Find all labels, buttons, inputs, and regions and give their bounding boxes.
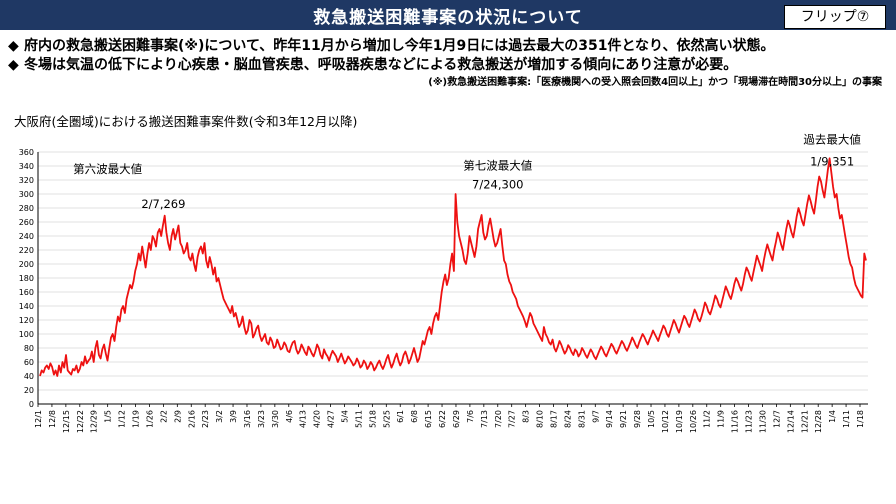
x-tick-label: 1/5 [104, 410, 113, 423]
x-tick-label: 12/8 [48, 410, 57, 428]
y-tick-label: 60 [24, 358, 34, 367]
y-tick-label: 300 [19, 190, 34, 199]
bullet-1: ◆ 府内の救急搬送困難事案(※)について、昨年11月から増加し今年1月9日には過去… [8, 35, 775, 55]
x-tick-label: 6/8 [410, 410, 419, 423]
x-tick-label: 3/9 [229, 410, 238, 423]
x-tick-label: 4/27 [327, 410, 336, 428]
x-tick-label: 5/25 [382, 410, 391, 428]
y-tick-label: 240 [19, 232, 34, 241]
y-tick-label: 140 [19, 302, 34, 311]
y-tick-label: 340 [19, 162, 34, 171]
chart-title: 大阪府(全圏域)における搬送困難事案件数(令和3年12月以降) [14, 114, 358, 129]
x-tick-label: 1/19 [132, 410, 141, 428]
x-tick-label: 3/23 [257, 410, 266, 428]
y-tick-label: 280 [19, 204, 34, 213]
x-tick-label: 7/27 [508, 410, 517, 428]
x-tick-label: 11/30 [758, 410, 767, 433]
x-tick-label: 10/12 [661, 410, 670, 433]
x-tick-label: 11/23 [745, 410, 754, 433]
x-tick-label: 2/23 [201, 410, 210, 428]
x-tick-label: 12/7 [772, 410, 781, 428]
page-title: 救急搬送困難事案の状況について [313, 8, 583, 28]
x-tick-label: 12/15 [62, 410, 71, 433]
flip-label: フリップ⑦ [784, 5, 886, 29]
x-tick-label: 11/9 [717, 410, 726, 428]
bullet-1-mark: ◆ [8, 38, 19, 54]
x-tick-label: 11/2 [703, 410, 712, 428]
x-tick-label: 4/6 [285, 410, 294, 423]
x-tick-label: 11/16 [731, 410, 740, 433]
x-tick-label: 2/9 [173, 410, 182, 423]
x-tick-label: 12/22 [76, 410, 85, 433]
header-bar: 救急搬送困難事案の状況について フリップ⑦ [0, 0, 896, 30]
x-tick-label: 8/17 [549, 410, 558, 428]
y-tick-label: 40 [24, 372, 34, 381]
y-tick-label: 360 [19, 148, 34, 157]
x-tick-label: 8/10 [536, 410, 545, 428]
x-tick-label: 12/28 [814, 410, 823, 433]
x-tick-label: 1/12 [118, 410, 127, 428]
x-tick-label: 5/11 [354, 410, 363, 428]
x-tick-label: 6/15 [424, 410, 433, 428]
x-tick-label: 12/21 [800, 410, 809, 433]
bullet-1-text: 府内の救急搬送困難事案(※)について、昨年11月から増加し今年1月9日には過去最… [24, 38, 775, 54]
x-tick-label: 7/13 [480, 410, 489, 428]
y-tick-label: 260 [19, 218, 34, 227]
annotation-label: 第七波最大値 [463, 159, 532, 173]
y-tick-label: 100 [19, 330, 34, 339]
x-tick-label: 3/30 [271, 410, 280, 428]
y-tick-label: 0 [29, 400, 34, 409]
x-tick-label: 4/20 [313, 410, 322, 428]
x-tick-label: 7/20 [494, 410, 503, 428]
y-tick-label: 180 [19, 274, 34, 283]
y-tick-label: 200 [19, 260, 34, 269]
bullet-2-text: 冬場は気温の低下により心疾患・脳血管疾患、呼吸器疾患などによる救急搬送が増加する… [24, 57, 738, 73]
annotation-label: 7/24,300 [472, 177, 523, 191]
x-tick-label: 12/14 [786, 410, 795, 433]
x-tick-label: 1/4 [828, 410, 837, 423]
annotation-label: 過去最大値 [803, 133, 861, 147]
x-tick-label: 9/28 [633, 410, 642, 428]
x-tick-label: 6/29 [452, 410, 461, 428]
annotation-label: 2/7,269 [141, 197, 185, 211]
x-tick-label: 5/18 [368, 410, 377, 428]
x-tick-label: 8/3 [522, 410, 531, 423]
bullet-2-mark: ◆ [8, 57, 19, 73]
annotation-label: 1/9,351 [810, 154, 854, 168]
x-tick-label: 9/14 [605, 410, 614, 428]
x-tick-label: 1/26 [145, 410, 154, 428]
x-tick-label: 1/11 [842, 410, 851, 428]
x-tick-label: 6/1 [396, 410, 405, 423]
y-tick-label: 220 [19, 246, 34, 255]
x-tick-label: 4/13 [299, 410, 308, 428]
y-tick-label: 20 [24, 386, 34, 395]
x-tick-label: 2/2 [159, 410, 168, 423]
x-tick-label: 5/4 [341, 410, 350, 423]
x-tick-label: 2/16 [187, 410, 196, 428]
x-tick-label: 7/6 [466, 410, 475, 423]
x-tick-label: 9/21 [619, 410, 628, 428]
x-tick-label: 12/1 [34, 410, 43, 428]
x-tick-label: 1/18 [856, 410, 865, 428]
x-tick-label: 10/26 [689, 410, 698, 433]
y-tick-label: 320 [19, 176, 34, 185]
x-tick-label: 3/2 [215, 410, 224, 423]
x-tick-label: 9/7 [591, 410, 600, 423]
y-tick-label: 120 [19, 316, 34, 325]
x-tick-label: 8/31 [577, 410, 586, 428]
x-tick-label: 12/29 [90, 410, 99, 433]
x-tick-label: 10/5 [647, 410, 656, 428]
bullet-2: ◆ 冬場は気温の低下により心疾患・脳血管疾患、呼吸器疾患などによる救急搬送が増加す… [8, 54, 737, 74]
annotation-label: 第六波最大値 [73, 162, 142, 176]
y-tick-label: 80 [24, 344, 34, 353]
x-tick-label: 6/22 [438, 410, 447, 428]
x-tick-label: 8/24 [563, 410, 572, 428]
y-tick-label: 160 [19, 288, 34, 297]
series-line [39, 157, 867, 377]
x-tick-label: 10/19 [675, 410, 684, 433]
x-tick-label: 3/16 [243, 410, 252, 428]
footnote: (※)救急搬送困難事案:「医療機関への受入照会回数4回以上」かつ「現場滞在時間3… [428, 77, 882, 88]
